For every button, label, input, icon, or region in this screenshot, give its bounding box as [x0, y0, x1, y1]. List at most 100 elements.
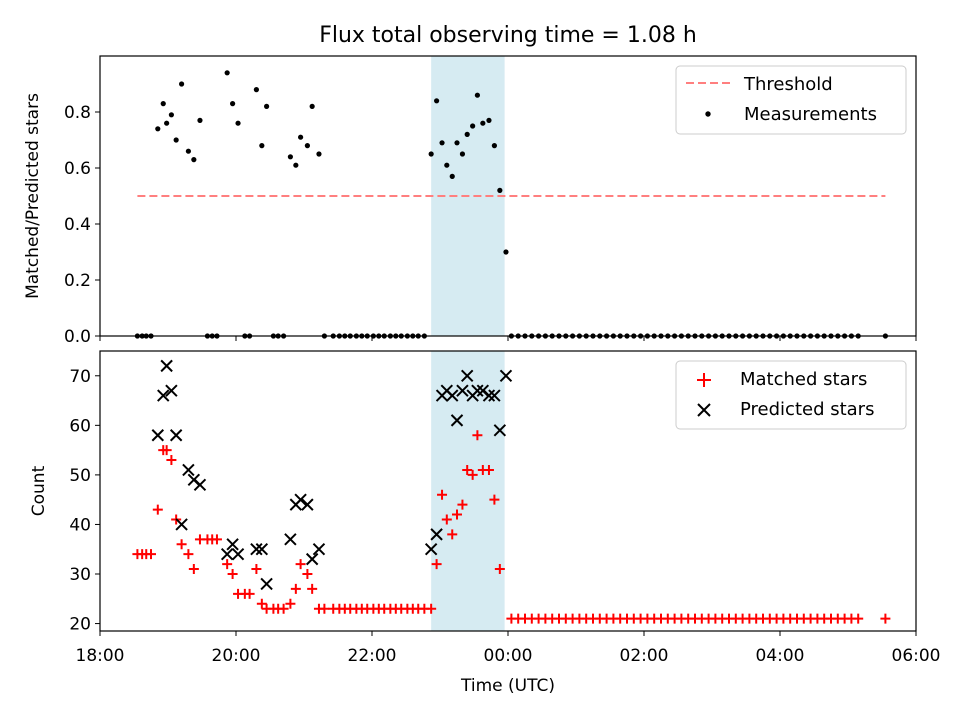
x-tick-label: 18:00	[76, 646, 125, 666]
matched-star-point	[441, 514, 452, 525]
measurement-point	[298, 134, 304, 140]
measurement-point	[197, 117, 203, 123]
matched-star-point	[256, 598, 267, 609]
measurement-point	[470, 123, 476, 129]
predicted-star-point	[226, 538, 239, 551]
matched-star-point	[462, 464, 473, 475]
matched-star-point	[166, 455, 177, 466]
y-tick-label: 40	[69, 515, 91, 535]
y-tick-label: 0.0	[64, 327, 91, 347]
predicted-star-point	[456, 384, 469, 397]
y-tick-label: 0.6	[64, 159, 91, 179]
predicted-star-point	[450, 414, 464, 427]
measurement-point	[259, 143, 265, 149]
predicted-star-point	[482, 389, 496, 402]
x-tick-label: 02:00	[620, 646, 669, 666]
measurement-point	[160, 101, 166, 107]
matched-star-point	[457, 499, 468, 510]
predicted-star-point	[255, 543, 269, 556]
legend-measurements-swatch	[705, 111, 711, 117]
predicted-stars-points	[151, 359, 513, 591]
legend-predicted-swatch	[697, 403, 711, 417]
predicted-star-point	[220, 547, 234, 561]
measurement-point	[173, 137, 179, 143]
measurement-point	[464, 131, 470, 137]
matched-star-point	[278, 603, 289, 614]
matched-star-point	[489, 494, 500, 505]
measurement-point	[155, 126, 161, 132]
top-legend-frame	[675, 65, 907, 135]
bottom-y-axis-label: Count	[29, 465, 49, 516]
y-tick-label: 30	[69, 565, 91, 585]
matched-star-point	[285, 598, 296, 609]
bottom-x-ticks: 18:00 20:00 22:00 00:00 02:00 04:00 06:00	[76, 631, 941, 666]
bottom-plot-frame	[99, 350, 917, 632]
matched-star-point	[431, 559, 442, 570]
predicted-star-point	[250, 543, 263, 556]
y-tick-label: 70	[69, 367, 91, 387]
measurement-point	[235, 120, 241, 126]
matched-star-point	[176, 539, 187, 550]
bottom-legend: Matched stars Predicted stars	[675, 360, 907, 430]
predicted-star-point	[284, 533, 297, 546]
matched-star-point	[183, 549, 194, 560]
measurement-point	[474, 92, 480, 98]
matched-star-point	[211, 534, 222, 545]
x-tick-label: 06:00	[892, 646, 941, 666]
predicted-star-point	[260, 577, 273, 591]
matched-star-point	[302, 569, 313, 580]
y-tick-label: 20	[69, 615, 91, 635]
matched-star-point	[452, 509, 462, 520]
matched-star-point	[290, 583, 301, 594]
matched-star-point	[447, 529, 458, 540]
measurement-point	[179, 81, 185, 87]
legend-threshold-label: Threshold	[743, 74, 833, 95]
measurement-point	[164, 120, 170, 126]
measurement-points	[134, 70, 889, 339]
legend-predicted-label: Predicted stars	[740, 399, 874, 420]
matched-star-point	[494, 564, 505, 575]
predicted-star-point	[175, 518, 188, 531]
predicted-star-point	[493, 424, 507, 437]
measurement-point	[480, 120, 486, 126]
measurement-point	[253, 87, 259, 93]
predicted-star-point	[165, 384, 178, 397]
legend-matched-swatch	[697, 373, 711, 387]
predicted-star-point	[499, 369, 513, 382]
matched-star-point	[295, 559, 306, 570]
matched-star-point	[188, 564, 199, 575]
predicted-star-point	[471, 384, 484, 397]
predicted-star-point	[430, 528, 443, 541]
bottom-y-ticks: 20 30 40 50 60 70	[69, 367, 100, 635]
measurement-point	[503, 249, 509, 255]
measurement-point	[185, 148, 191, 154]
top-y-axis-label: Matched/Predicted stars	[23, 93, 43, 299]
matched-star-point	[251, 564, 262, 575]
y-tick-label: 0.2	[64, 271, 91, 291]
x-tick-label: 00:00	[484, 646, 533, 666]
chart-title: Flux total observing time = 1.08 h	[319, 23, 697, 48]
measurement-point	[486, 117, 492, 123]
measurement-point	[224, 70, 230, 76]
matched-star-point	[227, 569, 238, 580]
matched-star-point	[222, 559, 233, 570]
measurement-point	[434, 98, 440, 104]
measurement-point	[449, 173, 455, 179]
legend-measurements-label: Measurements	[744, 104, 877, 125]
bottom-legend-frame	[675, 360, 907, 430]
y-tick-label: 0.8	[64, 103, 91, 123]
matched-star-point	[437, 489, 448, 500]
predicted-star-point	[305, 552, 319, 566]
predicted-star-point	[312, 543, 326, 556]
top-y-ticks: 0.0 0.2 0.4 0.6 0.8	[64, 103, 100, 347]
predicted-star-point	[488, 389, 501, 402]
matched-star-point	[146, 549, 156, 560]
y-tick-label: 60	[69, 416, 91, 436]
measurement-point	[459, 151, 466, 157]
legend-matched-label: Matched stars	[740, 369, 867, 390]
measurement-point	[454, 140, 460, 146]
y-tick-label: 50	[69, 466, 91, 486]
predicted-star-point	[151, 429, 165, 442]
predicted-star-point	[157, 389, 170, 402]
